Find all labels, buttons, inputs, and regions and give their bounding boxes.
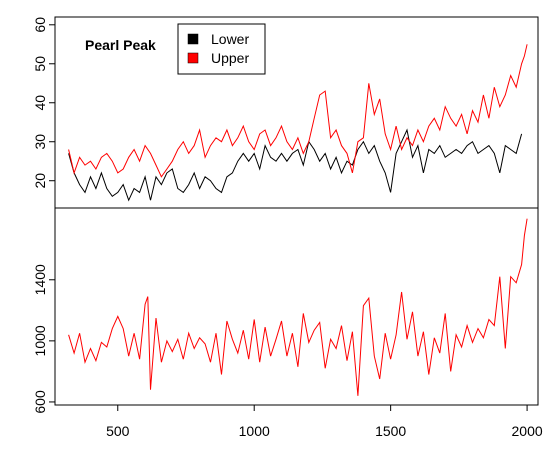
x-tick-label: 2000 <box>512 423 543 439</box>
top-y-tick-label: 50 <box>32 56 48 72</box>
x-tick-label: 1000 <box>239 423 270 439</box>
bottom-panel: 600 1000 1400 500 1000 1500 2000 <box>32 207 543 439</box>
legend-swatch-lower <box>187 33 199 45</box>
bottom-y-tick-label: 1400 <box>32 264 48 295</box>
legend-label-upper: Upper <box>211 50 249 66</box>
x-tick-label: 1500 <box>375 423 406 439</box>
bottom-y-tick-label: 600 <box>32 390 48 414</box>
legend-label-lower: Lower <box>211 31 249 47</box>
top-y-tick-label: 60 <box>32 17 48 33</box>
chart-title: Pearl Peak <box>85 37 156 53</box>
top-upper-line <box>68 44 528 178</box>
bottom-y-tick-label: 1000 <box>32 325 48 356</box>
legend-swatch-upper <box>187 52 199 64</box>
x-tick-label: 500 <box>106 423 130 439</box>
bottom-series-line <box>68 218 528 396</box>
top-lower-line <box>68 128 523 202</box>
bottom-plot-frame <box>54 207 539 406</box>
legend-box <box>177 23 266 75</box>
top-y-tick-label: 30 <box>32 134 48 150</box>
top-y-tick-label: 40 <box>32 95 48 111</box>
top-panel: 20 30 40 50 60 Pearl Peak Lower Upper <box>32 16 539 209</box>
top-y-tick-label: 20 <box>32 173 48 189</box>
